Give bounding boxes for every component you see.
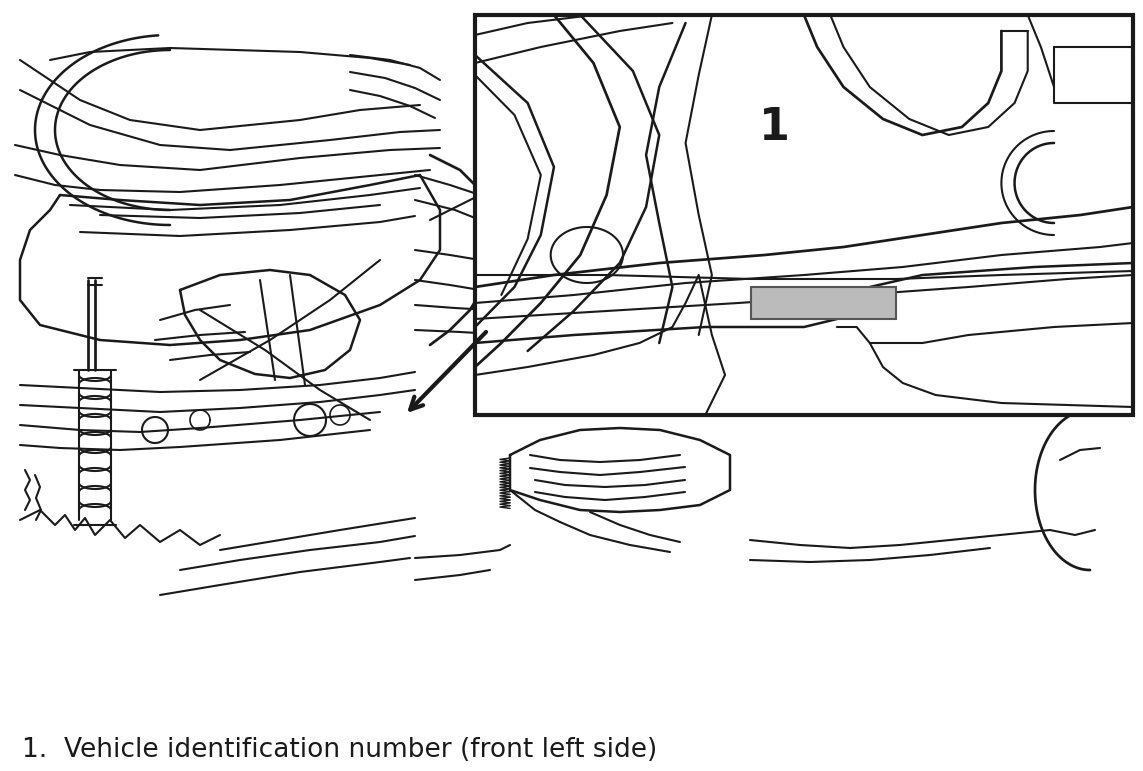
Bar	[475, 15, 1133, 415]
Bar	[751, 287, 896, 319]
Text: 1.  Vehicle identification number (front left side): 1. Vehicle identification number (front …	[22, 737, 657, 763]
Text: 1: 1	[759, 106, 790, 149]
